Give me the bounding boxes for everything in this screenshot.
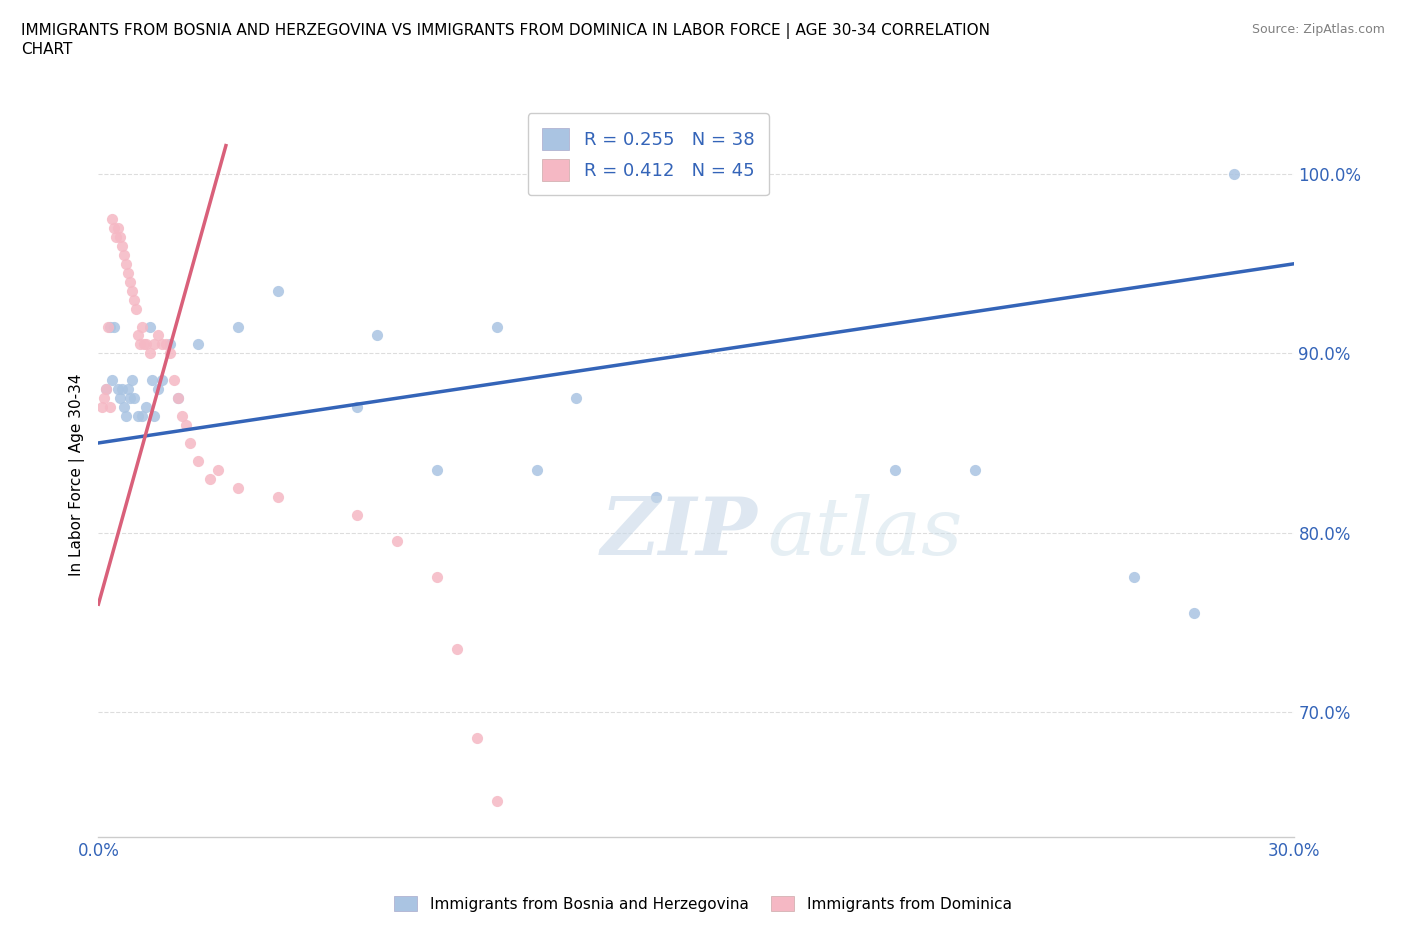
Point: [485, 793, 508, 808]
Point: [346, 507, 368, 522]
Legend: Immigrants from Bosnia and Herzegovina, Immigrants from Dominica: Immigrants from Bosnia and Herzegovina, …: [388, 889, 1018, 918]
Point: [198, 472, 221, 486]
Point: [226, 319, 249, 334]
Point: [135, 400, 157, 415]
Point: [139, 319, 162, 334]
Point: [124, 391, 146, 405]
Point: [446, 642, 468, 657]
Point: [526, 462, 548, 477]
Point: [131, 319, 153, 334]
Point: [115, 408, 138, 423]
Legend: R = 0.255   N = 38, R = 0.412   N = 45: R = 0.255 N = 38, R = 0.412 N = 45: [527, 113, 769, 195]
Point: [112, 400, 135, 415]
Point: [135, 337, 157, 352]
Point: [121, 284, 143, 299]
Point: [117, 265, 139, 280]
Point: [134, 337, 156, 352]
Point: [148, 382, 170, 397]
Point: [1182, 605, 1205, 620]
Point: [91, 400, 114, 415]
Point: [565, 391, 588, 405]
Point: [167, 391, 190, 405]
Point: [125, 301, 148, 316]
Point: [426, 570, 449, 585]
Text: ZIP: ZIP: [600, 494, 758, 571]
Point: [112, 247, 135, 262]
Point: [111, 382, 134, 397]
Point: [121, 373, 143, 388]
Point: [107, 220, 129, 235]
Point: [385, 534, 409, 549]
Point: [159, 346, 181, 361]
Point: [139, 346, 162, 361]
Point: [150, 337, 173, 352]
Point: [110, 391, 132, 405]
Point: [103, 220, 125, 235]
Point: [150, 373, 173, 388]
Point: [884, 462, 907, 477]
Point: [1123, 570, 1146, 585]
Point: [346, 400, 368, 415]
Point: [187, 454, 209, 469]
Point: [267, 489, 290, 504]
Point: [366, 328, 388, 343]
Point: [97, 319, 120, 334]
Point: [163, 373, 186, 388]
Point: [124, 292, 146, 307]
Text: atlas: atlas: [768, 494, 963, 571]
Point: [174, 418, 197, 432]
Point: [98, 400, 122, 415]
Point: [127, 328, 149, 343]
Point: [645, 489, 668, 504]
Point: [207, 462, 229, 477]
Point: [172, 408, 194, 423]
Point: [963, 462, 986, 477]
Point: [155, 337, 177, 352]
Point: [226, 480, 249, 495]
Point: [96, 382, 118, 397]
Point: [179, 435, 201, 450]
Point: [110, 230, 132, 245]
Point: [96, 382, 118, 397]
Point: [115, 257, 138, 272]
Point: [120, 274, 142, 289]
Point: [141, 373, 163, 388]
Point: [187, 337, 209, 352]
Point: [127, 408, 149, 423]
Point: [107, 382, 129, 397]
Point: [101, 373, 124, 388]
Point: [159, 337, 181, 352]
Point: [1223, 166, 1246, 181]
Y-axis label: In Labor Force | Age 30-34: In Labor Force | Age 30-34: [69, 373, 84, 576]
Point: [101, 212, 124, 227]
Text: Source: ZipAtlas.com: Source: ZipAtlas.com: [1251, 23, 1385, 36]
Point: [267, 284, 290, 299]
Point: [426, 462, 449, 477]
Point: [167, 391, 190, 405]
Point: [111, 238, 134, 253]
Point: [148, 328, 170, 343]
Point: [98, 319, 122, 334]
Point: [465, 731, 488, 746]
Point: [143, 408, 166, 423]
Point: [117, 382, 139, 397]
Point: [105, 230, 128, 245]
Text: IMMIGRANTS FROM BOSNIA AND HERZEGOVINA VS IMMIGRANTS FROM DOMINICA IN LABOR FORC: IMMIGRANTS FROM BOSNIA AND HERZEGOVINA V…: [21, 23, 990, 57]
Point: [120, 391, 142, 405]
Point: [103, 319, 125, 334]
Point: [131, 408, 153, 423]
Point: [129, 337, 152, 352]
Point: [143, 337, 166, 352]
Point: [485, 319, 508, 334]
Point: [93, 391, 115, 405]
